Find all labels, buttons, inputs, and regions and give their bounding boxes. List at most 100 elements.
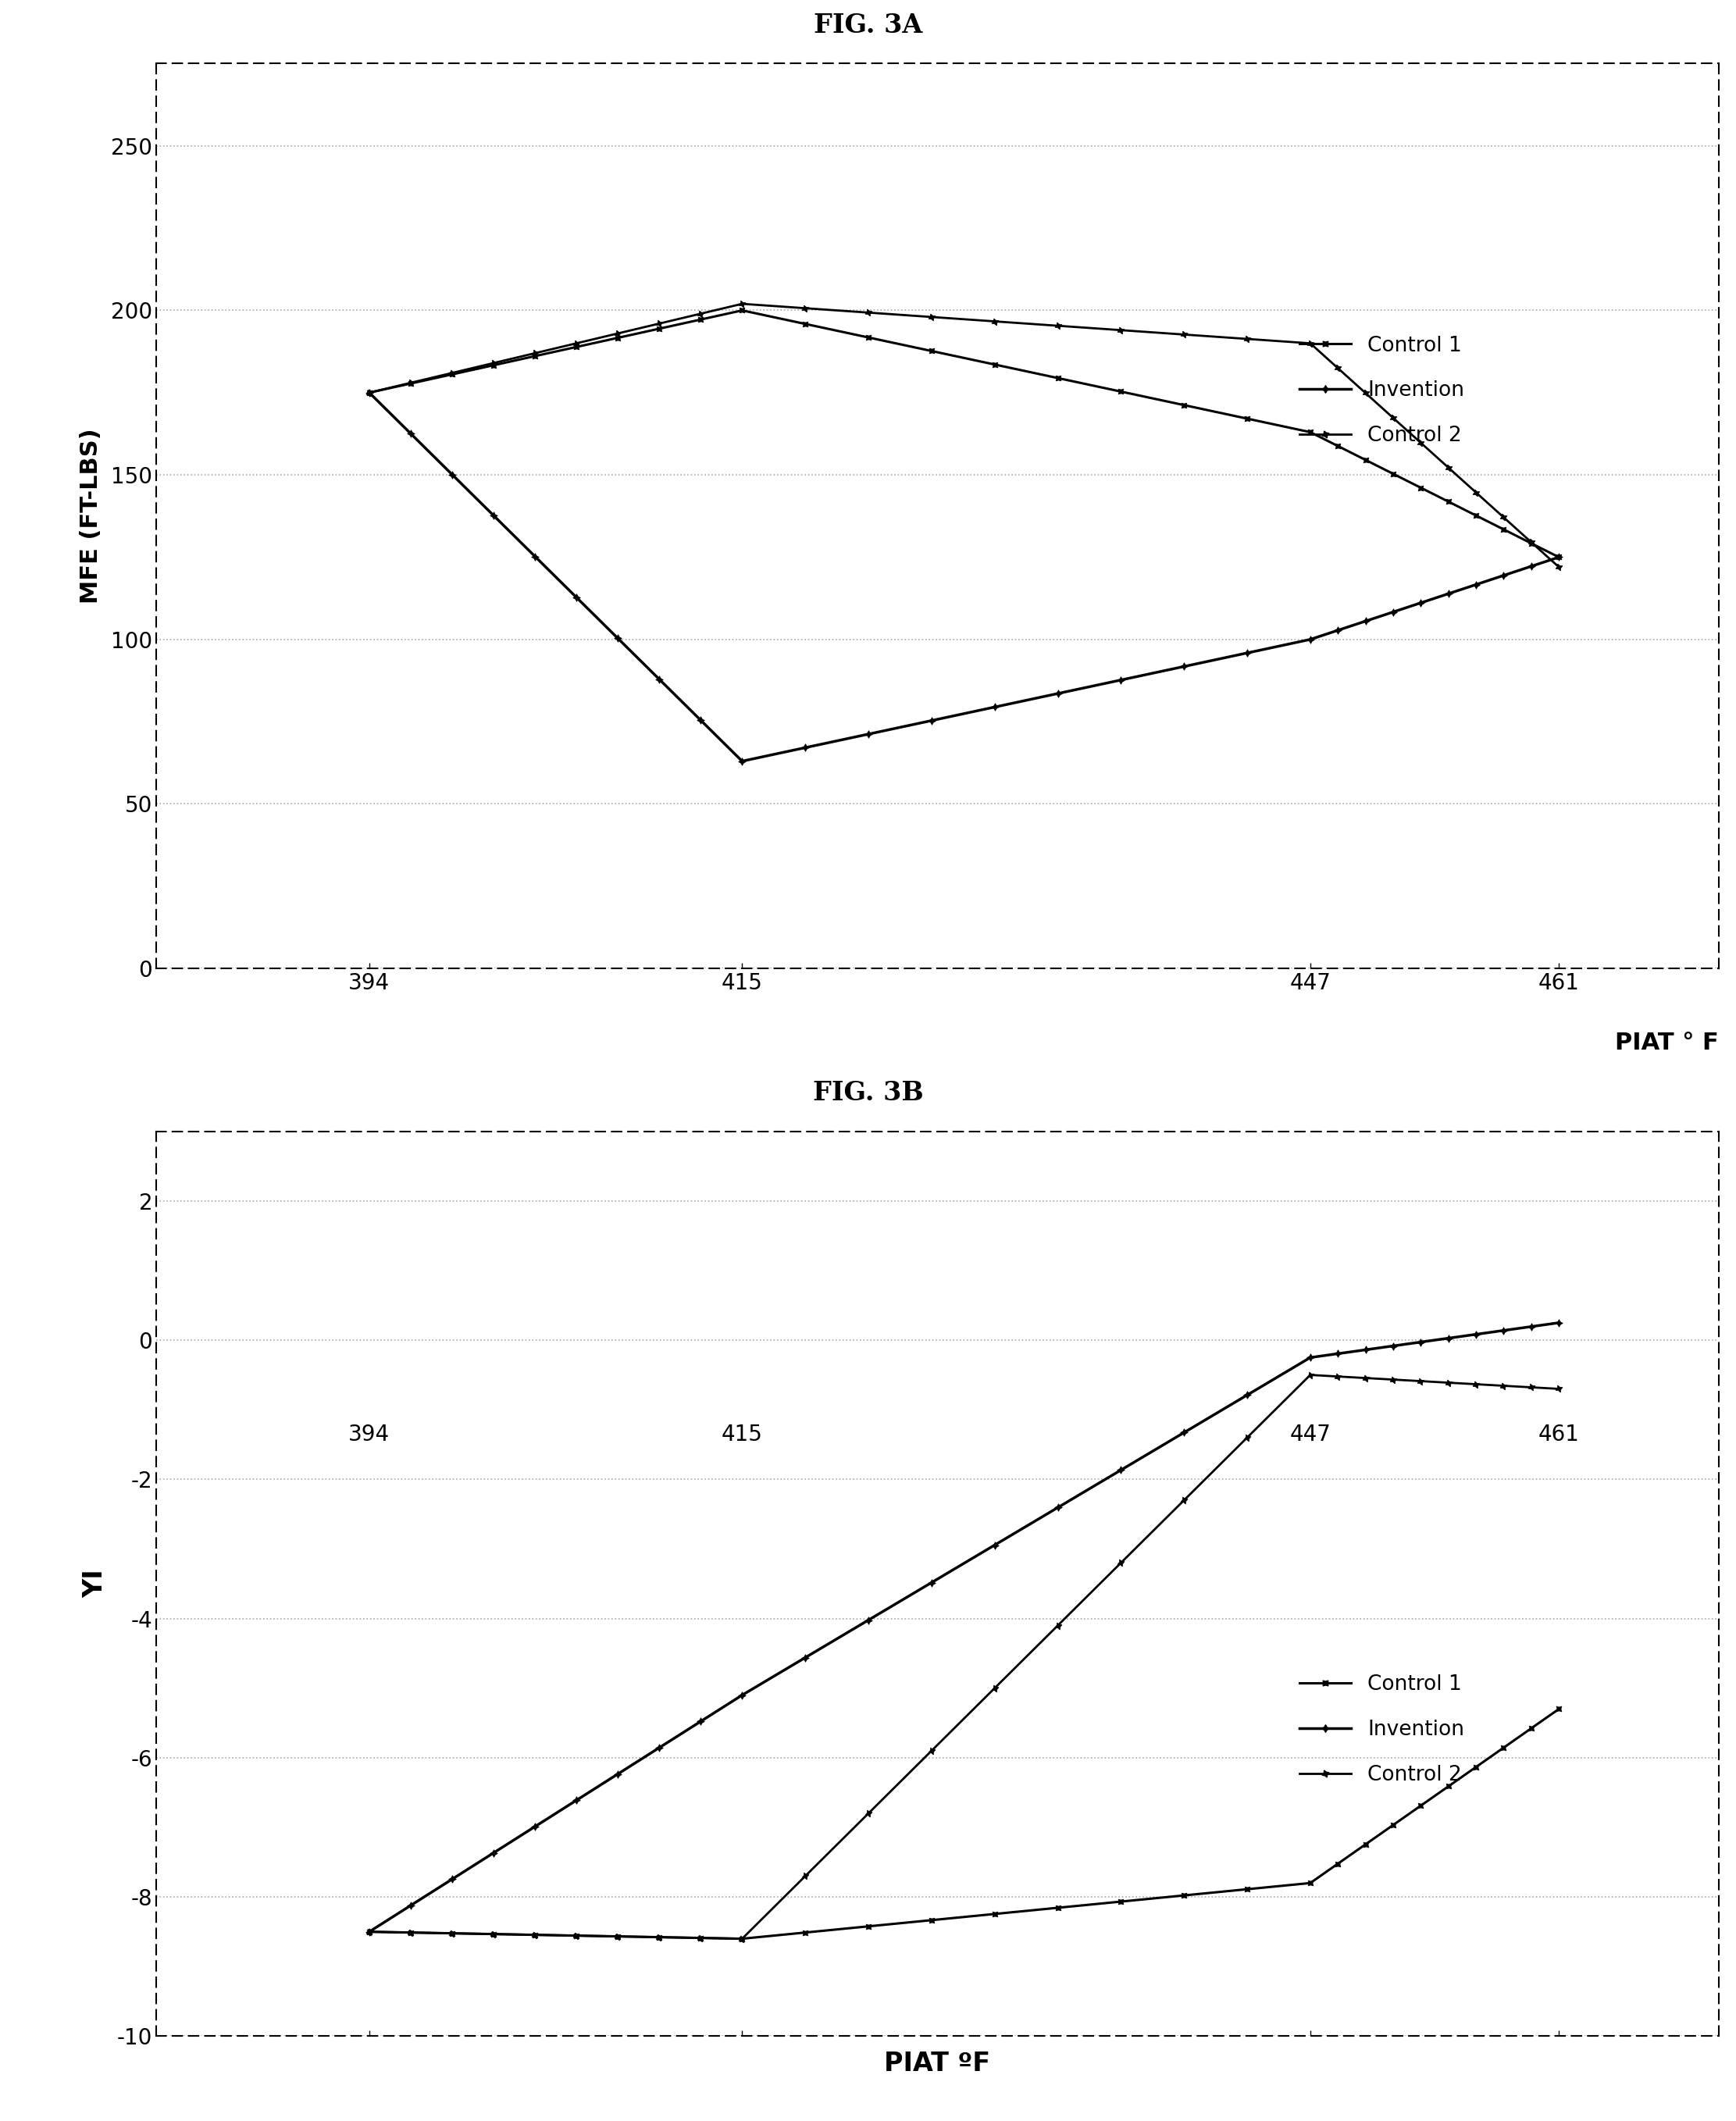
Text: 447: 447 [1290,1423,1332,1447]
Control 2 [858,1801,878,1826]
Control 1 [401,371,422,397]
Control 1 [441,1922,462,1947]
Control 2 [608,320,628,346]
Invention [1356,1336,1377,1362]
Invention [359,380,380,405]
Control 2 [1111,1550,1132,1576]
Control 2 [1328,1364,1349,1389]
Control 2 [1047,314,1068,339]
Invention [984,694,1005,719]
Invention [858,721,878,747]
Control 2 [483,1922,503,1947]
Invention [1465,573,1486,598]
Control 1 [359,380,380,405]
Control 2 [401,369,422,395]
Invention [1236,1383,1257,1408]
Control 1 [984,1900,1005,1926]
Invention [1174,1419,1194,1444]
Invention [1493,562,1514,588]
Invention [441,462,462,488]
Control 1 [401,1920,422,1945]
Control 1 [1437,1773,1458,1799]
Control 1 [984,352,1005,378]
Invention [1493,1317,1514,1343]
Invention [359,1920,380,1945]
Control 1 [795,1920,816,1945]
Invention [1521,1313,1542,1338]
Control 1 [858,1913,878,1939]
Invention [1384,1334,1404,1360]
Control 1 [1521,1716,1542,1741]
Control 2 [1111,318,1132,344]
Control 1 [359,1920,380,1945]
Control 1 [1174,1883,1194,1909]
Control 1 [1174,392,1194,418]
Control 2 [1549,554,1569,579]
Control 2 [795,1864,816,1890]
Control 2 [1328,356,1349,382]
Control 2 [483,350,503,375]
Control 2 [649,312,670,337]
Control 2 [733,1926,753,1951]
Invention [1328,1340,1349,1366]
Control 2 [608,1924,628,1949]
Invention [649,1735,670,1760]
Line: Invention: Invention [366,388,1562,766]
Control 1 [1410,1792,1430,1818]
Control 2 [1465,1372,1486,1398]
Control 2 [566,331,587,356]
Control 2 [1493,505,1514,530]
Y-axis label: YI: YI [83,1570,108,1597]
Control 2 [1047,1612,1068,1637]
Control 2 [1437,1370,1458,1396]
Control 2 [1437,454,1458,479]
Control 1 [795,312,816,337]
Control 1 [608,1924,628,1949]
Control 2 [1465,479,1486,505]
Invention [1410,1330,1430,1355]
Y-axis label: MFE (FT-LBS): MFE (FT-LBS) [80,428,102,604]
Legend: Control 1, Invention, Control 2: Control 1, Invention, Control 2 [1292,1667,1472,1792]
Control 2 [1410,1368,1430,1393]
Control 1 [1111,380,1132,405]
Control 1 [1328,1852,1349,1877]
Control 2 [1356,380,1377,405]
Text: FIG. 3B: FIG. 3B [812,1080,924,1105]
Invention [566,585,587,611]
Line: Control 1: Control 1 [366,1705,1562,1943]
Invention [1174,653,1194,679]
Control 1 [1236,1877,1257,1903]
Invention [1300,626,1321,651]
Invention [401,420,422,445]
Line: Invention: Invention [366,1319,1562,1936]
Invention [1437,1326,1458,1351]
Invention [1300,1345,1321,1370]
Control 2 [1236,327,1257,352]
Control 1 [1549,545,1569,571]
Control 1 [608,325,628,350]
X-axis label: PIAT ºF: PIAT ºF [884,2051,991,2076]
Invention [733,749,753,774]
Control 1 [1047,1894,1068,1920]
Control 1 [524,344,545,369]
Line: Control 2: Control 2 [366,299,1562,571]
Control 1 [649,1924,670,1949]
Control 1 [566,335,587,361]
Legend: Control 1, Invention, Control 2: Control 1, Invention, Control 2 [1292,327,1472,454]
Invention [795,1646,816,1671]
Control 2 [1521,1374,1542,1400]
Control 2 [1174,1487,1194,1512]
Control 1 [691,308,712,333]
Control 2 [1384,1366,1404,1391]
Invention [1549,1311,1569,1336]
Invention [795,734,816,759]
Control 2 [1174,322,1194,348]
Control 1 [1465,1754,1486,1780]
Invention [649,666,670,691]
Line: Control 1: Control 1 [366,308,1562,560]
Invention [524,543,545,568]
Control 2 [1410,431,1430,456]
Text: 415: 415 [722,1423,762,1447]
Control 2 [984,310,1005,335]
Control 2 [649,1924,670,1949]
